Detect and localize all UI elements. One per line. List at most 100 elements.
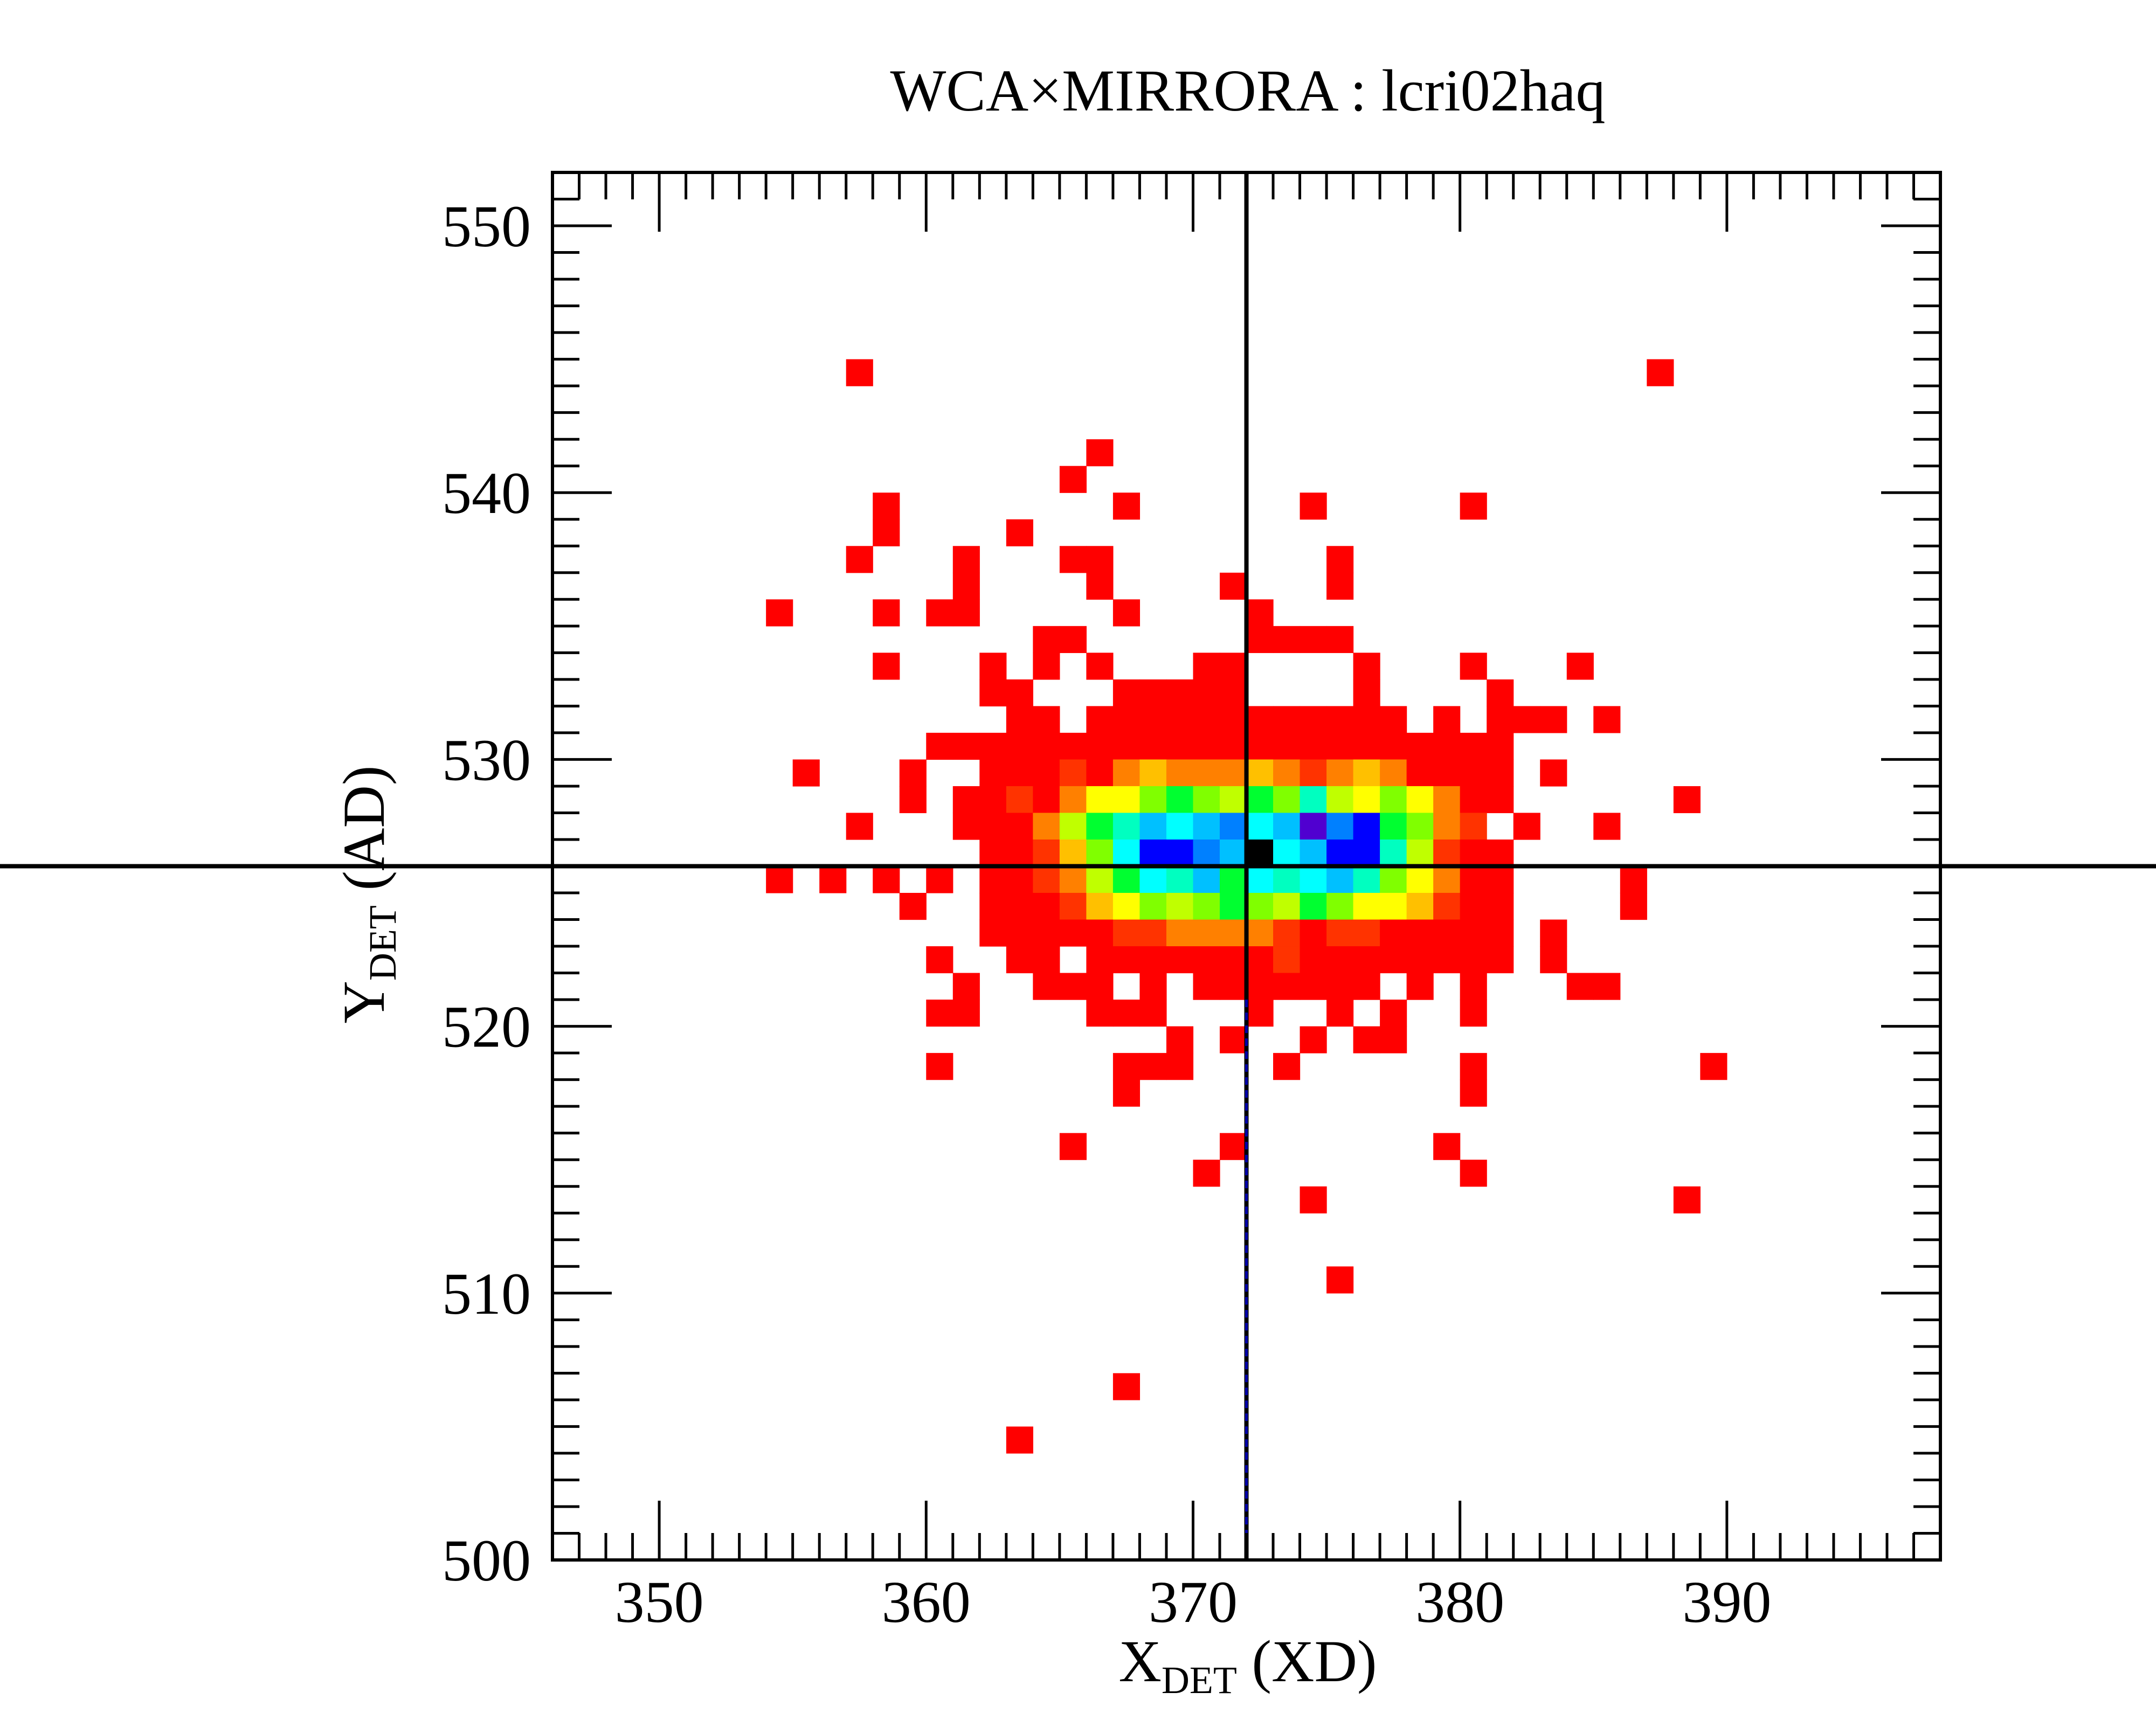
heatmap-cell <box>1433 919 1461 947</box>
heatmap-cell <box>1246 866 1274 893</box>
heatmap-cell <box>1086 946 1114 974</box>
heatmap-cell <box>846 359 873 386</box>
heatmap-cell <box>1326 866 1354 893</box>
heatmap-cell <box>1166 759 1194 787</box>
heatmap-cell <box>1219 839 1247 867</box>
heatmap-cell <box>1033 626 1060 653</box>
x-tick-label: 390 <box>1682 1569 1771 1635</box>
heatmap-cell <box>1353 759 1380 787</box>
x-axis-label-main: X <box>1118 1628 1161 1694</box>
heatmap-cell <box>1166 866 1194 893</box>
heatmap-cell <box>979 759 1007 787</box>
heatmap-cell <box>1033 839 1060 867</box>
heatmap-cell <box>952 546 980 573</box>
heatmap-cell <box>1139 1053 1167 1080</box>
heatmap-cell <box>1460 493 1487 520</box>
heatmap-cell <box>1112 1373 1141 1400</box>
heatmap-cell <box>1326 1266 1354 1294</box>
heatmap-cell <box>1006 893 1033 920</box>
heatmap-cell <box>1166 919 1194 947</box>
heatmap-cell <box>1006 866 1033 893</box>
heatmap-cell <box>1246 919 1274 947</box>
heatmap-cell <box>1033 759 1060 787</box>
heatmap-cell <box>1353 653 1380 680</box>
heatmap-cell <box>1380 786 1407 814</box>
heatmap-cell <box>819 866 847 893</box>
heatmap-cell <box>1273 706 1301 733</box>
heatmap-cell <box>1300 973 1327 1000</box>
heatmap-cell <box>1300 946 1327 974</box>
heatmap-cell <box>926 866 953 893</box>
heatmap-cell <box>1273 893 1301 920</box>
heatmap-cell <box>1326 706 1354 733</box>
heatmap-cell <box>1433 759 1461 787</box>
x-tick-label: 350 <box>615 1569 704 1635</box>
heatmap-cell <box>1112 679 1141 706</box>
heatmap-cell <box>1166 1026 1194 1053</box>
heatmap-cell <box>846 546 873 573</box>
heatmap-cell <box>1166 679 1194 706</box>
heatmap-cell <box>1033 919 1060 947</box>
heatmap-cell <box>1059 973 1087 1000</box>
heatmap-cell <box>1487 786 1514 814</box>
heatmap-cell <box>1326 813 1354 840</box>
heatmap-cell <box>1273 813 1301 840</box>
heatmap-cell <box>1139 759 1167 787</box>
heatmap-cell <box>979 679 1007 706</box>
heatmap-cell <box>1566 973 1594 1000</box>
heatmap-cell <box>1406 973 1434 1000</box>
x-tick-label: 360 <box>882 1569 971 1635</box>
heatmap-cell <box>952 732 980 760</box>
heatmap-cell <box>1059 732 1087 760</box>
x-tick-label: 380 <box>1415 1569 1504 1635</box>
heatmap-cell <box>1219 893 1247 920</box>
heatmap-cell <box>792 759 820 787</box>
heatmap-cell <box>1487 893 1514 920</box>
heatmap-cell <box>1406 732 1434 760</box>
y-tick-label: 500 <box>442 1528 531 1593</box>
heatmap-cell <box>1219 572 1247 600</box>
heatmap-cell <box>1112 759 1141 787</box>
heatmap-cell <box>1246 973 1274 1000</box>
heatmap-cell <box>1059 866 1087 893</box>
heatmap-cell <box>1487 919 1514 947</box>
heatmap-cell <box>1540 919 1567 947</box>
heatmap-cell <box>1246 813 1274 840</box>
heatmap-cell <box>1139 946 1167 974</box>
heatmap-cell <box>1006 839 1033 867</box>
y-tick-label: 550 <box>442 193 531 259</box>
heatmap-cell <box>1193 786 1220 814</box>
heatmap-cell <box>1193 813 1220 840</box>
heatmap-cell <box>1433 786 1461 814</box>
heatmap-cell <box>1246 1000 1274 1027</box>
heatmap-cell <box>1300 919 1327 947</box>
heatmap-cell <box>1193 759 1220 787</box>
heatmap-cell <box>899 759 927 787</box>
heatmap-cell <box>1193 919 1220 947</box>
heatmap-cell <box>979 893 1007 920</box>
heatmap-cell <box>1300 706 1327 733</box>
heatmap-cell <box>1139 866 1167 893</box>
heatmap-cell <box>1460 653 1487 680</box>
heatmap-cell <box>1006 813 1033 840</box>
heatmap-cell <box>1353 786 1380 814</box>
heatmap-cell <box>1487 732 1514 760</box>
heatmap-cell <box>1112 893 1141 920</box>
heatmap-cell <box>1380 839 1407 867</box>
x-axis-label: XDET (XD) <box>1118 1628 1377 1702</box>
heatmap-cell <box>1139 839 1167 867</box>
heatmap-cell <box>1033 706 1060 733</box>
heatmap-cell <box>979 786 1007 814</box>
heatmap-cell <box>1326 1000 1354 1027</box>
heatmap-cell <box>1086 732 1114 760</box>
heatmap-cell <box>1059 1133 1087 1160</box>
heatmap-cell <box>979 732 1007 760</box>
heatmap-cell <box>1487 866 1514 893</box>
heatmap-cell <box>1513 813 1540 840</box>
heatmap-cell <box>1300 839 1327 867</box>
heatmap-cell <box>1246 893 1274 920</box>
heatmap-cell <box>1086 973 1114 1000</box>
heatmap-cell <box>1300 732 1327 760</box>
